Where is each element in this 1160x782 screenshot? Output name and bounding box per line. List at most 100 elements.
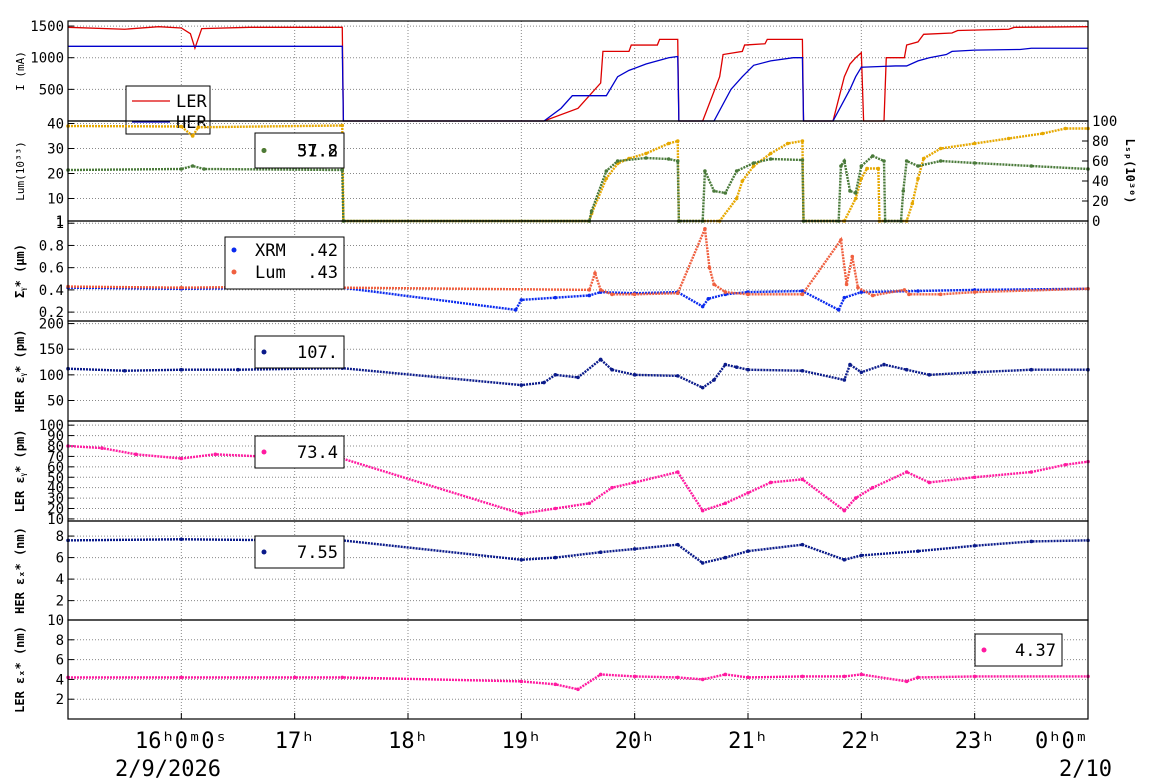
x-tick-label-5: 21ʰ: [728, 729, 768, 754]
data-point: [972, 475, 977, 480]
data-point: [615, 159, 620, 163]
y-tick-label: 0.8: [39, 238, 64, 254]
data-point: [839, 238, 843, 242]
data-point: [587, 501, 592, 506]
data-point: [1063, 462, 1068, 467]
data-point: [800, 368, 805, 373]
y-tick-label: 1: [56, 216, 64, 232]
data-point: [768, 157, 773, 161]
data-point: [576, 375, 580, 380]
x-tick-label-1: 17ʰ: [275, 729, 315, 754]
data-point: [712, 189, 716, 193]
legend-box: [254, 535, 345, 569]
data-point: [519, 298, 524, 302]
date-left-label: 2/9/2026: [115, 757, 221, 782]
data-point: [938, 292, 943, 297]
data-point: [675, 159, 680, 163]
panel-frame: [67, 320, 1089, 422]
y-right-tick-label: 100: [1092, 114, 1117, 130]
data-point: [553, 682, 558, 687]
y-axis-label-right: Lₛₚ(10³⁰): [1123, 138, 1137, 203]
legend-box: [254, 132, 345, 169]
series-line-ler: [67, 26, 1089, 122]
legend-marker: [261, 148, 267, 153]
data-point: [800, 542, 805, 547]
x-tick-label-2: 18ʰ: [388, 729, 428, 754]
y-axis-label: I (mA): [14, 51, 27, 91]
data-point: [1040, 131, 1045, 136]
data-point: [916, 176, 920, 181]
data-point: [644, 151, 648, 156]
data-point: [904, 367, 909, 372]
y-right-tick-label: 40: [1092, 174, 1109, 190]
legend-value: 7.55: [297, 543, 338, 563]
data-point: [848, 362, 852, 367]
data-point: [700, 677, 705, 682]
data-point: [859, 164, 864, 168]
y-tick-label: 50: [47, 470, 64, 486]
data-point: [519, 557, 524, 562]
panel-frame: [67, 20, 1089, 122]
data-point: [179, 367, 184, 372]
data-point: [666, 157, 671, 161]
y-tick-label: 90: [47, 429, 64, 445]
data-point: [844, 282, 849, 287]
data-point: [587, 288, 592, 292]
data-point: [292, 675, 297, 680]
data-point: [179, 456, 184, 461]
data-point: [839, 164, 843, 168]
data-point: [927, 480, 932, 485]
data-point: [856, 285, 860, 290]
data-point: [604, 176, 609, 181]
data-point: [972, 290, 977, 294]
legend-box: [254, 335, 345, 369]
data-point: [734, 196, 739, 201]
y-tick-label: 10: [47, 192, 64, 208]
data-point: [842, 508, 847, 513]
data-point: [938, 159, 943, 163]
data-point: [632, 373, 637, 377]
data-point: [553, 555, 558, 560]
data-point: [723, 555, 728, 560]
data-point: [972, 674, 977, 679]
data-point: [768, 480, 773, 485]
y-tick-label: 8: [56, 529, 64, 545]
legend-marker: [981, 647, 987, 653]
data-point: [723, 672, 728, 677]
panel-frame: [67, 120, 1089, 222]
data-point: [916, 675, 920, 680]
data-point: [853, 196, 858, 201]
legend-marker: [261, 549, 267, 555]
data-point: [666, 141, 671, 146]
data-point: [1029, 164, 1034, 168]
data-point: [604, 169, 609, 173]
legend-box: [254, 435, 345, 469]
data-point: [703, 226, 707, 231]
data-point: [615, 161, 620, 166]
data-point: [340, 123, 345, 128]
data-point: [859, 553, 864, 558]
data-point: [703, 169, 707, 173]
data-point: [853, 496, 858, 500]
data-point: [675, 374, 680, 378]
data-point: [340, 168, 345, 172]
data-point: [598, 672, 603, 677]
data-point: [902, 288, 907, 292]
legend-value: 107.: [297, 343, 338, 363]
y-tick-label: 100: [39, 368, 64, 384]
data-point: [707, 265, 712, 270]
y-right-tick-label: 60: [1092, 154, 1109, 170]
data-point: [800, 477, 805, 482]
data-point: [576, 687, 580, 692]
data-point: [519, 679, 524, 684]
y-tick-label: 10: [47, 512, 64, 528]
x-tick-label-0: 16ʰ0ᵐ0ˢ: [135, 729, 228, 754]
data-point: [746, 549, 750, 553]
data-point: [972, 141, 977, 146]
data-point: [1029, 470, 1034, 474]
data-point: [202, 167, 206, 171]
y-axis-label: HER εᵧ* (pm): [13, 330, 27, 413]
x-tick-label-6: 22ʰ: [841, 729, 881, 754]
y-tick-label: 2: [56, 594, 64, 610]
